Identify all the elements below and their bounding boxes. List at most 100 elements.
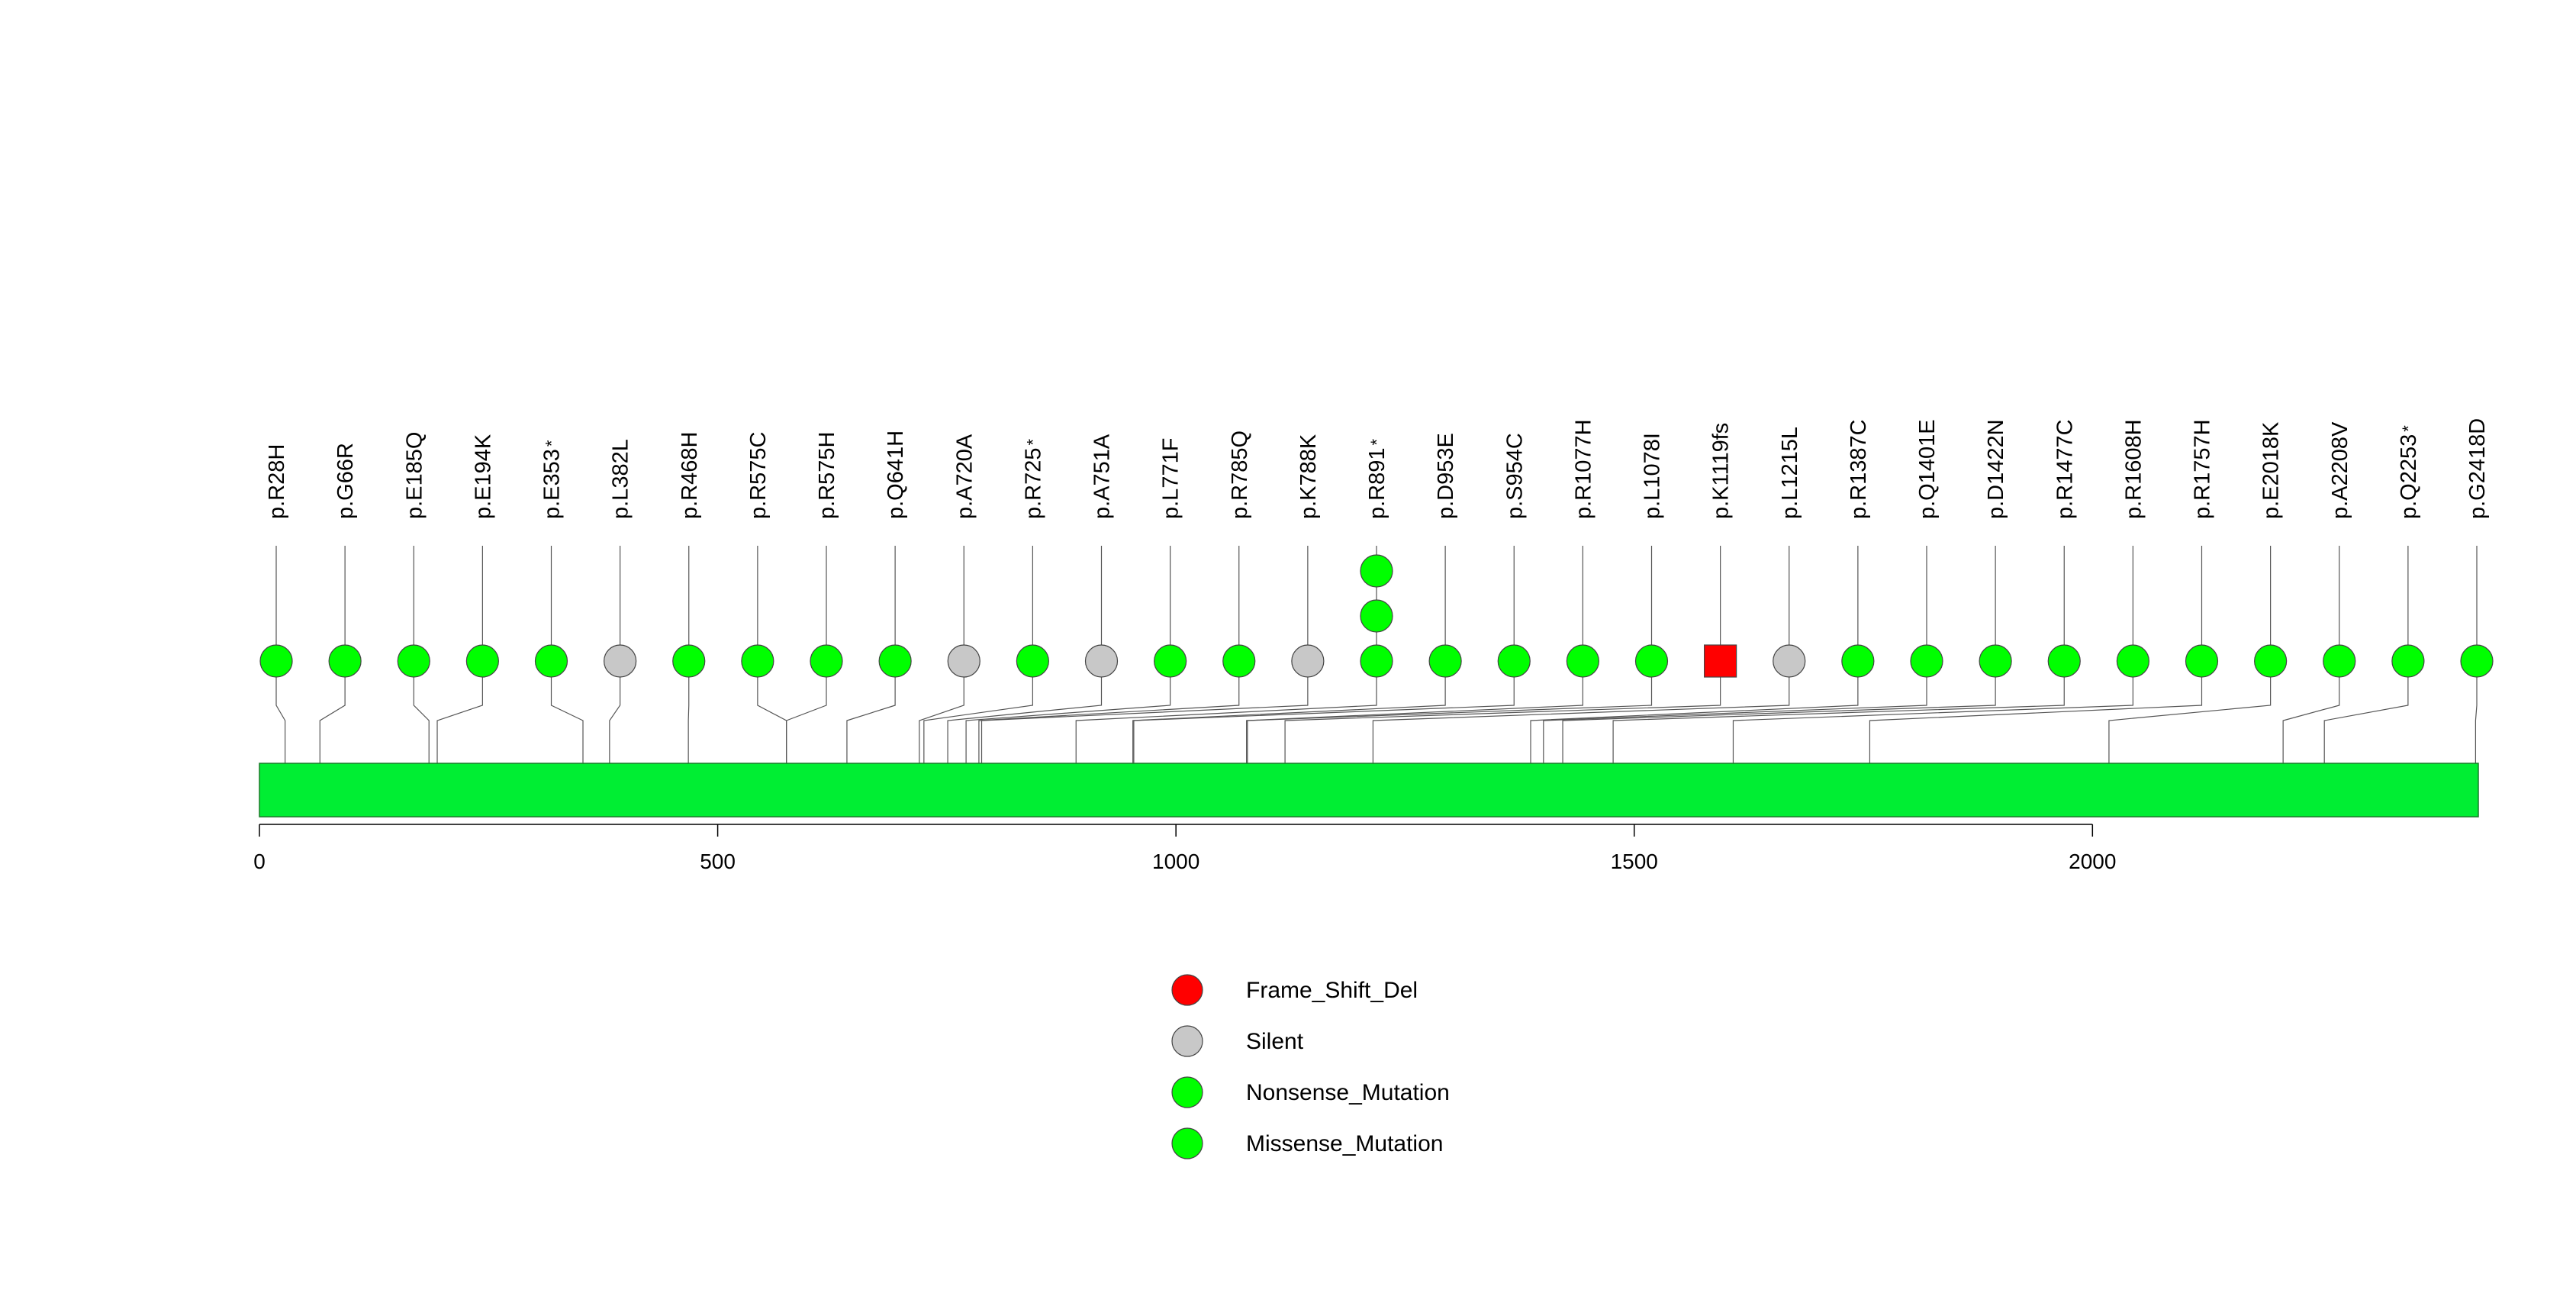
connector-line [947, 546, 1103, 763]
connector-line [1543, 546, 1927, 763]
connector-line [2475, 546, 2478, 763]
mutation-label: p.Q641H [884, 431, 908, 519]
connector-line [436, 546, 483, 763]
lollipop-head [2254, 644, 2288, 678]
connector-line [1132, 546, 1446, 763]
lollipop-head [1773, 644, 1806, 678]
connector-line [1530, 546, 1859, 763]
connector-line [275, 546, 286, 763]
lollipop-head [397, 644, 430, 678]
x-tick-label: 1500 [1611, 850, 1658, 873]
mutation-label: p.E194K [471, 434, 495, 519]
connector-line [980, 546, 1309, 763]
lollipop-head [1016, 644, 1049, 678]
lollipop-head [534, 644, 568, 678]
connector-line [413, 546, 430, 763]
lollipop-head [465, 644, 499, 678]
mutation-label: p.R1077H [1571, 419, 1596, 519]
connector-line [1562, 546, 1996, 763]
mutation-label: p.E185Q [402, 432, 427, 519]
mutation-label: p.A2208V [2328, 421, 2352, 519]
connector-line [1284, 546, 1721, 763]
lollipop-head [1360, 644, 1393, 678]
connector-line [1372, 546, 1790, 763]
mutation-label: p.D953E [1434, 433, 1458, 519]
mutation-label: p.R1477C [2053, 419, 2077, 519]
lollipop-head [1154, 644, 1187, 678]
legend-swatch [1171, 1127, 1203, 1159]
connector-line [978, 546, 1240, 763]
lollipop-head [1910, 644, 1943, 678]
legend-swatch [1171, 1025, 1203, 1057]
connector-line [1247, 546, 1653, 763]
mutation-label: p.G66R [333, 443, 358, 519]
mutation-label: p.R1387C [1847, 419, 1871, 519]
lollipop-head [2323, 644, 2356, 678]
connector-line [319, 546, 346, 763]
mutation-label: p.R575H [815, 432, 839, 519]
lollipop-head [328, 644, 362, 678]
connector-line [2282, 546, 2340, 763]
lollipop-head [947, 644, 980, 678]
legend-label: Nonsense_Mutation [1246, 1080, 1450, 1105]
lollipop-head [1084, 644, 1119, 678]
domain-bar [259, 763, 2479, 818]
connector-line [1732, 546, 2133, 763]
x-axis: 0 500 1000 1500 2000 [253, 824, 2116, 873]
connector-line [2323, 546, 2409, 763]
mutation-label: p.Q1401E [1915, 419, 1940, 519]
mutation-label: p.L1215L [1778, 427, 1802, 519]
lollipop-head [604, 644, 637, 678]
connector-line [609, 546, 621, 763]
connector-line [923, 546, 1033, 763]
lollipop-head [1360, 554, 1393, 588]
legend: Frame_Shift_Del Silent Nonsense_Mutation Mi… [1171, 974, 1450, 1159]
mutation-label: p.G2418D [2465, 418, 2490, 519]
connector-line [1246, 546, 1583, 763]
lollipop-head [1841, 644, 1875, 678]
mutation-label: p.R1757H [2191, 419, 2215, 519]
lollipop-head [2185, 644, 2219, 678]
mutation-label: p.L771F [1159, 438, 1183, 519]
mutation-label: p.R725* [1021, 438, 1045, 519]
mutation-label: p.A751A [1090, 434, 1115, 519]
lollipop-head [1497, 644, 1531, 678]
legend-label: Missense_Mutation [1246, 1131, 1443, 1156]
connector-line [786, 546, 827, 763]
mutation-label: p.R1608H [2121, 419, 2146, 519]
connector-line [1133, 546, 1515, 763]
mutation-lollipops [259, 554, 2494, 678]
lollipop-head [2047, 644, 2081, 678]
mutation-labels: p.R28H p.G66R p.E185Q p.E194K p.E353* p.L382L… [265, 418, 2490, 519]
connector-line [965, 546, 1171, 763]
lollipop-head [259, 644, 293, 678]
mutation-label: p.E2018K [2259, 421, 2284, 519]
mutation-label: p.L382L [609, 439, 633, 519]
connector-line [846, 546, 896, 763]
mutation-label: p.R575C [746, 432, 771, 519]
legend-label: Frame_Shift_Del [1246, 978, 1418, 1003]
legend-swatch [1171, 1076, 1203, 1108]
x-tick-label: 0 [253, 850, 266, 873]
mutation-label: p.R468H [678, 432, 702, 519]
lollipop-head [1428, 644, 1462, 678]
lollipop-head [1634, 644, 1669, 678]
mutation-label: p.D1422N [1984, 419, 2008, 519]
lollipop-head [878, 644, 912, 678]
lollipop-head [1979, 644, 2012, 678]
mutation-label: p.E353* [540, 440, 565, 519]
lollipop-head [810, 644, 843, 678]
lollipop-head [741, 644, 774, 678]
connector-line [1869, 546, 2203, 763]
connector-line [687, 546, 690, 763]
mutation-label: p.L1078I [1641, 433, 1665, 519]
lollipop-head [1291, 644, 1325, 678]
lollipop-head [2460, 644, 2494, 678]
lollipop-head [1704, 644, 1737, 678]
x-tick-label: 1000 [1152, 850, 1199, 873]
connector-line [2108, 546, 2272, 763]
lollipop-head [672, 644, 706, 678]
protein-domain-bar [259, 763, 2479, 818]
legend-swatch [1171, 974, 1203, 1006]
